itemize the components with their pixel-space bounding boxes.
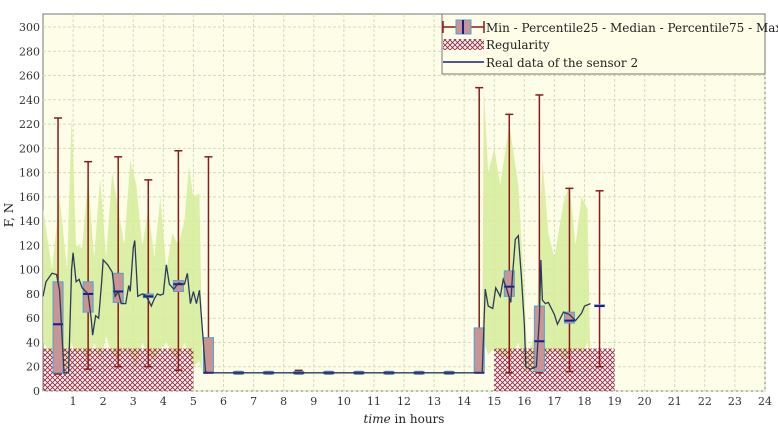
y-tick-label: 260 xyxy=(19,70,40,83)
x-tick-label: 14 xyxy=(457,395,471,408)
y-tick-label: 100 xyxy=(19,264,40,277)
x-tick-label: 11 xyxy=(367,395,381,408)
x-tick-label: 19 xyxy=(608,395,622,408)
x-tick-label: 22 xyxy=(698,395,712,408)
y-tick-label: 160 xyxy=(19,191,40,204)
y-tick-label: 200 xyxy=(19,142,40,155)
y-axis-label: F, N xyxy=(2,203,16,228)
y-tick-label: 120 xyxy=(19,239,40,252)
x-tick-label: 21 xyxy=(668,395,682,408)
x-axis-label-italic: time xyxy=(364,412,391,426)
x-tick-label: 18 xyxy=(578,395,592,408)
x-tick-label: 23 xyxy=(728,395,742,408)
x-tick-label: 15 xyxy=(487,395,501,408)
x-tick-label: 6 xyxy=(220,395,227,408)
y-tick-label: 40 xyxy=(26,336,40,349)
x-tick-label: 16 xyxy=(517,395,531,408)
x-axis-label-rest: in hours xyxy=(391,412,445,426)
legend-label-sensor: Real data of the sensor 2 xyxy=(486,56,638,70)
legend-label-regularity: Regularity xyxy=(486,38,550,52)
ticks: 1 2 3 4 5 6 7 8 9 10 11 12 13 14 15 16 17 18 19 20 21 22 23 240… xyxy=(19,21,772,408)
box xyxy=(112,272,124,303)
x-tick-label: 3 xyxy=(130,395,137,408)
y-tick-label: 280 xyxy=(19,45,40,58)
sensor-line-path xyxy=(42,234,591,374)
y-tick-label: 140 xyxy=(19,215,40,228)
y-tick-label: 240 xyxy=(19,94,40,107)
y-tick-label: 220 xyxy=(19,118,40,131)
box xyxy=(563,311,575,324)
x-tick-label: 9 xyxy=(310,395,317,408)
legend-label-boxplot: Min - Percentile25 - Median - Percentile… xyxy=(486,21,778,35)
x-tick-label: 13 xyxy=(427,395,441,408)
x-axis-label: time in hours xyxy=(364,412,445,426)
y-tick-label: 60 xyxy=(26,312,40,325)
legend: Min - Percentile25 - Median - Percentile… xyxy=(441,13,778,75)
y-tick-label: 300 xyxy=(19,21,40,34)
x-tick-label: 1 xyxy=(70,395,77,408)
sensor-line xyxy=(42,234,591,374)
x-tick-label: 20 xyxy=(638,395,652,408)
box xyxy=(172,280,184,293)
x-tick-label: 2 xyxy=(100,395,107,408)
legend-box xyxy=(441,13,766,75)
y-tick-label: 0 xyxy=(33,385,40,398)
y-tick-label: 20 xyxy=(26,361,40,374)
x-tick-label: 4 xyxy=(160,395,167,408)
x-tick-label: 5 xyxy=(190,395,197,408)
y-tick-label: 180 xyxy=(19,167,40,180)
x-tick-label: 8 xyxy=(280,395,287,408)
regularity-area xyxy=(494,348,615,391)
legend-regularity-icon xyxy=(443,39,484,50)
y-tick-label: 80 xyxy=(26,288,40,301)
x-tick-label: 24 xyxy=(758,395,772,408)
x-tick-label: 7 xyxy=(250,395,257,408)
legend-boxplot-icon xyxy=(442,19,485,35)
x-tick-label: 12 xyxy=(397,395,411,408)
x-tick-label: 10 xyxy=(337,395,351,408)
x-tick-label: 17 xyxy=(547,395,561,408)
